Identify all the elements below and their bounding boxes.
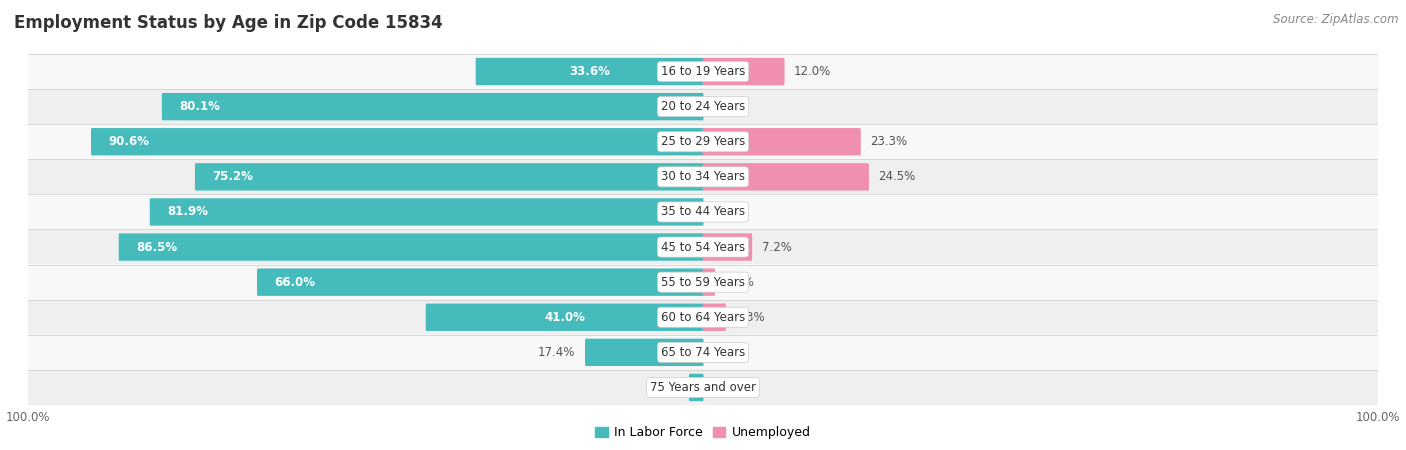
Text: 0.0%: 0.0% xyxy=(713,206,742,218)
Text: 75.2%: 75.2% xyxy=(212,171,253,183)
FancyBboxPatch shape xyxy=(703,234,752,261)
Text: 25 to 29 Years: 25 to 29 Years xyxy=(661,135,745,148)
FancyBboxPatch shape xyxy=(162,93,703,120)
FancyBboxPatch shape xyxy=(118,234,703,261)
FancyBboxPatch shape xyxy=(703,58,785,85)
Text: 1.7%: 1.7% xyxy=(724,276,755,288)
FancyBboxPatch shape xyxy=(195,163,703,190)
Text: 20 to 24 Years: 20 to 24 Years xyxy=(661,100,745,113)
Text: 0.0%: 0.0% xyxy=(713,381,742,394)
FancyBboxPatch shape xyxy=(28,54,1378,89)
FancyBboxPatch shape xyxy=(28,300,1378,335)
Text: 17.4%: 17.4% xyxy=(538,346,575,359)
FancyBboxPatch shape xyxy=(28,89,1378,124)
FancyBboxPatch shape xyxy=(91,128,703,155)
FancyBboxPatch shape xyxy=(28,194,1378,230)
Text: 86.5%: 86.5% xyxy=(136,241,177,253)
FancyBboxPatch shape xyxy=(28,230,1378,265)
Text: 23.3%: 23.3% xyxy=(870,135,907,148)
Text: 33.6%: 33.6% xyxy=(569,65,610,78)
Text: 12.0%: 12.0% xyxy=(794,65,831,78)
FancyBboxPatch shape xyxy=(475,58,703,85)
FancyBboxPatch shape xyxy=(689,374,703,401)
Text: 3.3%: 3.3% xyxy=(735,311,765,324)
Text: 0.0%: 0.0% xyxy=(713,100,742,113)
FancyBboxPatch shape xyxy=(28,265,1378,300)
Text: 80.1%: 80.1% xyxy=(180,100,221,113)
Text: 65 to 74 Years: 65 to 74 Years xyxy=(661,346,745,359)
FancyBboxPatch shape xyxy=(28,370,1378,405)
FancyBboxPatch shape xyxy=(703,128,860,155)
FancyBboxPatch shape xyxy=(28,159,1378,194)
Text: 7.2%: 7.2% xyxy=(762,241,792,253)
FancyBboxPatch shape xyxy=(28,124,1378,159)
FancyBboxPatch shape xyxy=(703,304,725,331)
FancyBboxPatch shape xyxy=(257,269,703,296)
Text: 16 to 19 Years: 16 to 19 Years xyxy=(661,65,745,78)
FancyBboxPatch shape xyxy=(703,163,869,190)
Text: 45 to 54 Years: 45 to 54 Years xyxy=(661,241,745,253)
Text: 90.6%: 90.6% xyxy=(108,135,149,148)
Text: 2.0%: 2.0% xyxy=(650,381,679,394)
Legend: In Labor Force, Unemployed: In Labor Force, Unemployed xyxy=(591,421,815,445)
Text: Source: ZipAtlas.com: Source: ZipAtlas.com xyxy=(1274,14,1399,27)
FancyBboxPatch shape xyxy=(149,198,703,225)
Text: 75 Years and over: 75 Years and over xyxy=(650,381,756,394)
FancyBboxPatch shape xyxy=(28,335,1378,370)
Text: 41.0%: 41.0% xyxy=(544,311,585,324)
Text: 0.0%: 0.0% xyxy=(713,346,742,359)
FancyBboxPatch shape xyxy=(703,269,716,296)
Text: 35 to 44 Years: 35 to 44 Years xyxy=(661,206,745,218)
Text: Employment Status by Age in Zip Code 15834: Employment Status by Age in Zip Code 158… xyxy=(14,14,443,32)
Text: 66.0%: 66.0% xyxy=(274,276,315,288)
Text: 30 to 34 Years: 30 to 34 Years xyxy=(661,171,745,183)
FancyBboxPatch shape xyxy=(585,339,703,366)
Text: 81.9%: 81.9% xyxy=(167,206,208,218)
Text: 60 to 64 Years: 60 to 64 Years xyxy=(661,311,745,324)
FancyBboxPatch shape xyxy=(426,304,703,331)
Text: 55 to 59 Years: 55 to 59 Years xyxy=(661,276,745,288)
Text: 24.5%: 24.5% xyxy=(879,171,915,183)
